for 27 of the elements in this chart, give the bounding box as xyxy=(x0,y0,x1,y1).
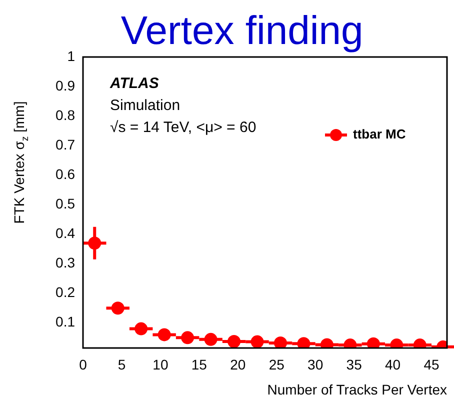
y-tick-label: 0.4 xyxy=(56,225,76,242)
x-tick-label: 40 xyxy=(385,356,401,372)
x-tick-label: 35 xyxy=(346,356,362,372)
legend-label: ttbar MC xyxy=(353,126,406,142)
y-tick-label: 0.8 xyxy=(56,106,76,123)
y-tick-label: 0.7 xyxy=(56,136,76,152)
x-tick-label: 15 xyxy=(191,356,208,372)
y-tick-label: 0.5 xyxy=(56,196,76,212)
x-tick-label: 5 xyxy=(118,356,126,372)
x-axis-title: Number of Tracks Per Vertex xyxy=(267,381,447,398)
annotation: Simulation xyxy=(110,97,180,114)
y-tick-label: 1 xyxy=(67,48,76,64)
x-tick-label: 0 xyxy=(79,356,88,372)
chart-title: Vertex finding xyxy=(120,9,364,53)
x-tick-label: 45 xyxy=(424,356,440,372)
x-tick-label: 10 xyxy=(152,356,168,372)
y-tick-label: 0.1 xyxy=(56,314,76,330)
y-tick-label: 0.2 xyxy=(56,284,76,300)
y-tick-label: 0.3 xyxy=(56,254,76,271)
y-tick-label: 0.9 xyxy=(56,77,76,94)
annotation: √s = 14 TeV, <μ> = 60 xyxy=(110,119,256,136)
x-tick-label: 30 xyxy=(308,356,324,372)
y-tick-label: 0.6 xyxy=(56,166,76,182)
y-axis-title: FTK Vertex σz [mm] xyxy=(11,101,32,224)
x-tick-label: 25 xyxy=(268,356,285,372)
annotation: ATLAS xyxy=(109,75,159,92)
x-tick-label: 20 xyxy=(230,356,246,372)
